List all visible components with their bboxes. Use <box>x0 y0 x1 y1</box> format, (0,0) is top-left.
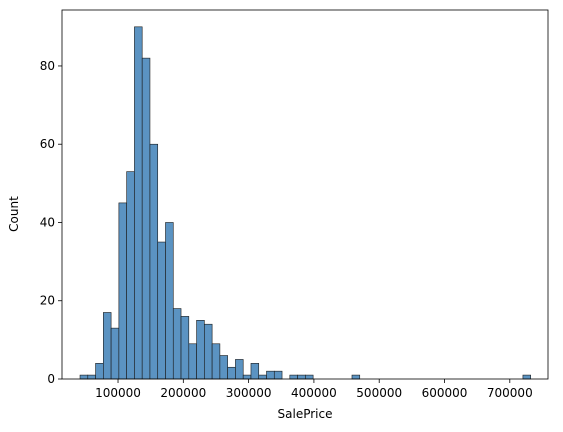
bar <box>149 143 159 380</box>
bar <box>157 241 166 380</box>
bar <box>266 370 275 380</box>
bar <box>289 374 298 380</box>
bar <box>95 363 104 380</box>
bar <box>204 323 213 380</box>
bar <box>110 327 120 380</box>
bar <box>273 370 283 380</box>
bar <box>103 312 112 380</box>
bar <box>180 316 190 380</box>
y-axis-label: Count <box>7 196 21 232</box>
bar <box>242 374 252 380</box>
bar <box>227 366 236 380</box>
y-tick-label: 0 <box>47 372 55 386</box>
bar <box>297 374 306 380</box>
bar <box>305 374 314 380</box>
x-tick-label: 200000 <box>160 386 206 400</box>
bar <box>196 320 205 380</box>
bar <box>165 222 174 380</box>
bar <box>250 363 260 380</box>
bar <box>134 26 143 380</box>
bar <box>141 57 151 380</box>
x-tick-label: 400000 <box>291 386 337 400</box>
x-tick-label: 500000 <box>356 386 402 400</box>
plot-frame <box>61 9 549 380</box>
bar <box>188 343 197 380</box>
x-tick-label: 600000 <box>422 386 468 400</box>
bar <box>79 374 89 380</box>
y-tick-label: 20 <box>40 294 55 308</box>
x-tick-label: 100000 <box>95 386 141 400</box>
y-tick-label: 80 <box>40 59 55 73</box>
bar <box>235 359 244 380</box>
bar <box>126 171 135 380</box>
bar <box>172 308 182 380</box>
bar <box>118 202 127 380</box>
y-tick-label: 40 <box>40 215 55 229</box>
x-tick-label: 300000 <box>226 386 272 400</box>
bar <box>522 374 531 380</box>
bar <box>351 374 361 380</box>
y-tick-label: 60 <box>40 137 55 151</box>
x-tick-label: 700000 <box>487 386 533 400</box>
bar <box>258 374 267 380</box>
bar <box>87 374 96 380</box>
bar <box>219 355 228 380</box>
x-axis-label: SalePrice <box>278 407 333 421</box>
bar <box>211 343 221 380</box>
